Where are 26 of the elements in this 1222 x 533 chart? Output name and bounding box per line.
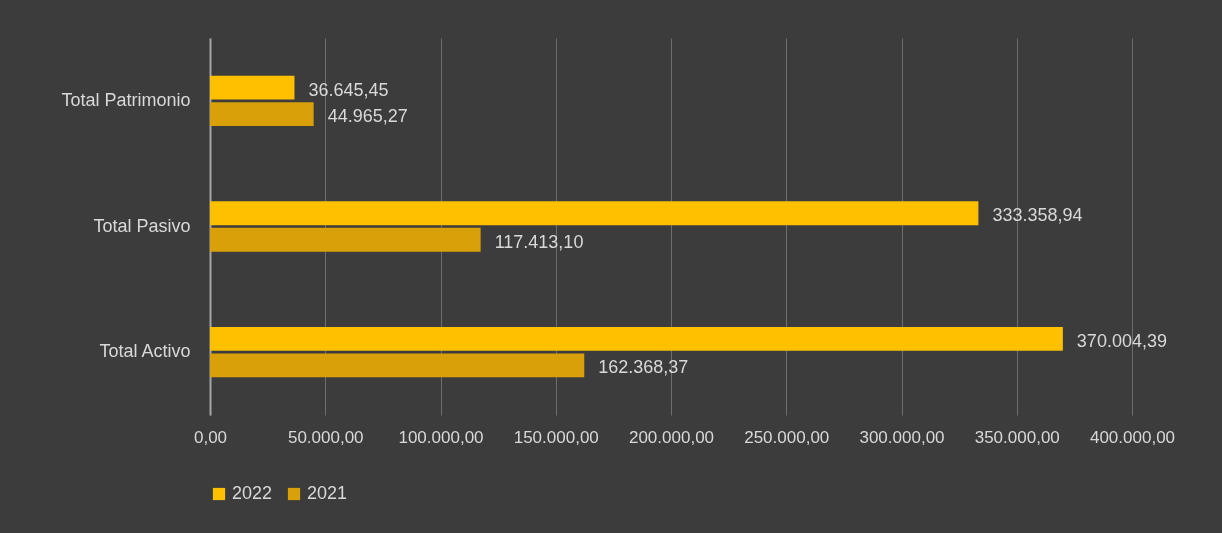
x-tick-label: 400.000,00: [1089, 427, 1176, 447]
data-label: 117.413,10: [494, 231, 584, 252]
data-label: 44.965,27: [327, 106, 408, 127]
y-tick-label: Total Activo: [99, 341, 191, 362]
bar: [210, 201, 979, 226]
bar: [210, 102, 314, 126]
x-tick-label: 350.000,00: [974, 427, 1060, 447]
y-tick-label: Total Patrimonio: [61, 89, 191, 110]
legend-label: 2021: [307, 483, 348, 503]
x-tick-label: 150.000,00: [513, 427, 599, 447]
x-tick-label: 50.000,00: [287, 427, 364, 447]
x-tick-label: 100.000,00: [398, 427, 484, 447]
bar: [210, 353, 585, 378]
x-tick-label: 0,00: [193, 427, 228, 447]
bar: [210, 227, 481, 252]
data-label: 162.368,37: [598, 357, 689, 378]
data-label: 333.358,94: [992, 205, 1083, 226]
data-label: 370.004,39: [1076, 330, 1167, 351]
x-tick-label: 300.000,00: [859, 427, 945, 447]
y-tick-label: Total Pasivo: [93, 215, 191, 236]
bar: [210, 327, 1063, 351]
x-tick-label: 200.000,00: [628, 427, 715, 447]
x-tick-label: 250.000,00: [744, 427, 830, 447]
bar: [210, 75, 295, 100]
legend-label: 2022: [232, 483, 273, 503]
data-label: 36.645,45: [308, 79, 389, 100]
